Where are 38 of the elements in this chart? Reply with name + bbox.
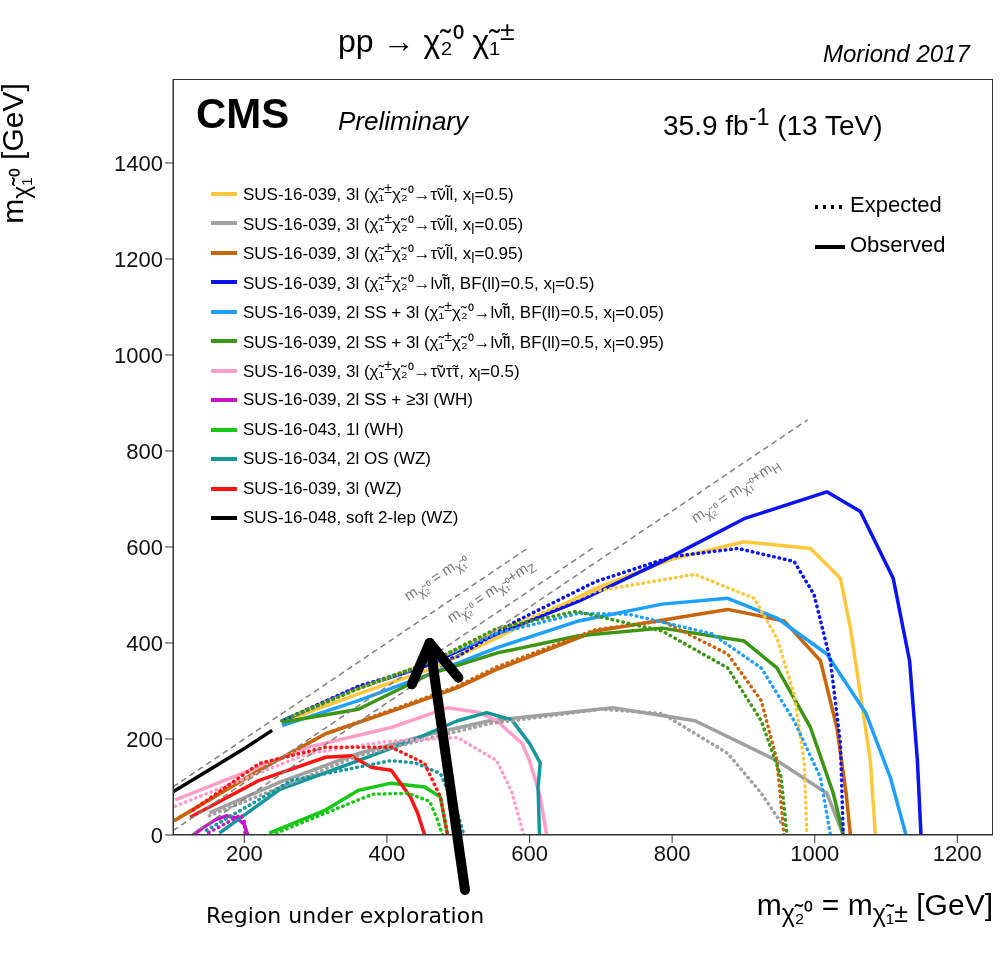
annotation: Expected: [850, 192, 942, 218]
legend-label: SUS-16-039, 2l SS + ≥3l (WH): [243, 389, 473, 412]
legend-label: SUS-16-034, 2l OS (WZ): [243, 448, 431, 471]
x-axis-title: m$_{χ̃₂⁰}$ = m$_{χ̃₁±}$ [GeV]: [756, 888, 993, 929]
line-series: [173, 728, 274, 794]
y-tick-label: 0: [150, 822, 163, 848]
x-tick-label: 600: [511, 840, 548, 866]
x-tick-label: 400: [368, 840, 406, 866]
y-tick-label: 400: [126, 630, 163, 656]
legend-label: SUS-16-039, 2l SS + 3l (χ̃₁$^{±}$χ̃₂⁰→lν̃l̃l, BF(ll)=0.5, x$_{l}$=0.05): [243, 298, 664, 326]
legend-label: SUS-16-039, 3l (χ̃₁$^{±}$χ̃₂⁰→τ̃νl̃l, x$_{l}$=0.95): [243, 239, 524, 267]
chart-title: pp → χ̃₂⁰ χ̃₁$^{±}$: [338, 16, 515, 61]
legend-label: SUS-16-039, 3l (χ̃₁$^{±}$χ̃₂⁰→lν̃l̃l, BF(ll)=0.5, x$_{l}$=0.5): [243, 268, 595, 296]
y-tick-label: 600: [126, 534, 163, 560]
legend-label: SUS-16-043, 1l (WH): [243, 418, 404, 441]
y-tick-label: 1200: [114, 246, 163, 272]
x-tick-label: 200: [225, 840, 263, 866]
annotation: Observed: [850, 232, 946, 258]
x-tick-label: 1000: [790, 840, 840, 866]
y-tick-label: 1000: [114, 342, 163, 368]
legend-label: SUS-16-039, 3l (WZ): [243, 477, 402, 500]
y-tick-label: 800: [126, 438, 163, 464]
line-series: [173, 735, 526, 835]
legend-label: SUS-16-039, 3l (χ̃₁$^{±}$χ̃₂⁰→τ̃νl̃l, x$_{l}$=0.5): [243, 180, 514, 208]
legend-label: SUS-16-039, 3l (χ̃₁$^{±}$χ̃₂⁰→τ̃ντ̃τ, x$_{l}$=0.5): [243, 356, 520, 387]
line-series: [191, 745, 450, 835]
annotation: 35.9 fb$^{-1}$ (13 TeV): [663, 104, 883, 143]
annotation: Preliminary: [338, 106, 469, 137]
legend-label: SUS-16-048, soft 2-lep (WZ): [243, 507, 459, 530]
x-tick-label: 1200: [932, 840, 982, 866]
text: Region under exploration: [206, 903, 485, 928]
y-tick-label: 1400: [114, 150, 163, 176]
annotation: CMS: [196, 90, 290, 138]
x-tick-label: 800: [653, 840, 691, 866]
legend-label: SUS-16-039, 2l SS + 3l (χ̃₁$^{±}$χ̃₂⁰→lν̃l̃l, BF(ll)=0.5, x$_{l}$=0.95): [243, 327, 664, 355]
legend-label: SUS-16-039, 3l (χ̃₁$^{±}$χ̃₂⁰→τ̃νl̃l, x$_{l}$=0.05): [243, 209, 524, 237]
y-tick-label: 200: [126, 726, 163, 752]
text: Moriond 2017: [823, 40, 970, 68]
